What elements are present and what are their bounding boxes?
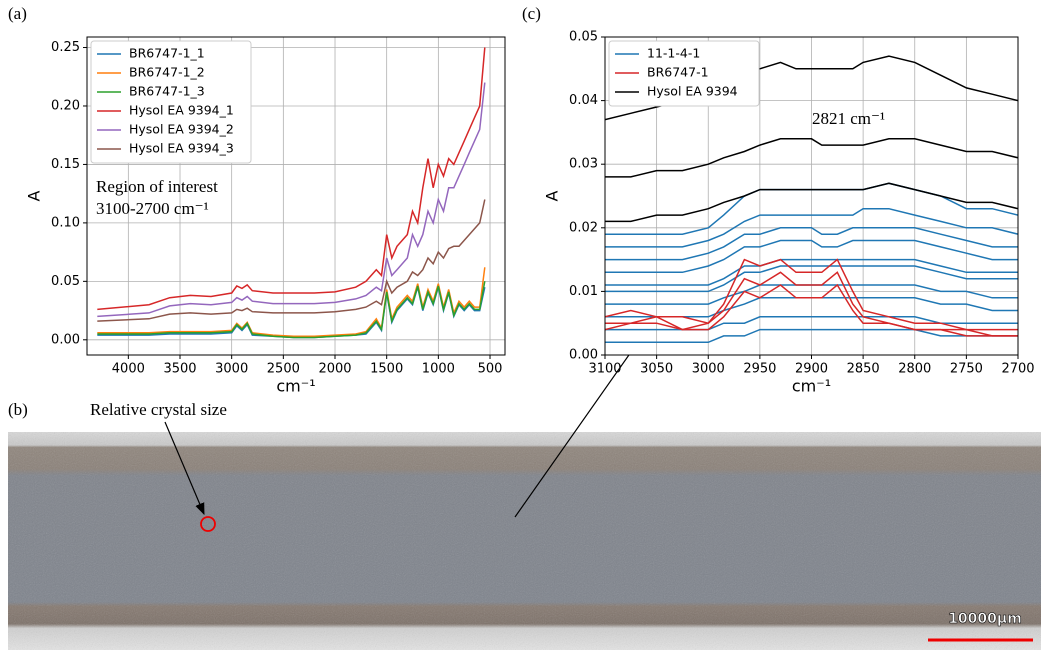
plot-frame <box>604 36 1019 356</box>
legend-label: Hysol EA 9394_1 <box>129 103 234 118</box>
series-group <box>605 55 1018 344</box>
series-line <box>605 258 1018 286</box>
legend-label: Hysol EA 9394_3 <box>129 141 234 156</box>
series-line <box>97 82 486 318</box>
series-line <box>605 227 1018 261</box>
annotation: Region of interest <box>96 177 218 196</box>
series-line <box>605 138 1018 178</box>
x-tick-label: 1500 <box>370 362 403 377</box>
x-tick-label: 2700 <box>1001 362 1034 377</box>
y-tick-label: 0.25 <box>51 40 80 55</box>
series-line <box>605 265 1018 293</box>
y-tick-label: 0.02 <box>569 220 598 235</box>
series-line <box>605 207 1018 248</box>
annotation: 2821 cm⁻¹ <box>812 109 885 128</box>
legend-label: Hysol EA 9394_2 <box>129 122 234 137</box>
legend-box <box>608 40 760 107</box>
scale-bar-label: 10000µm <box>948 611 1022 627</box>
micrograph-texture <box>8 432 1041 650</box>
annotation: Relative crystal size <box>90 400 227 419</box>
legend-label: BR6747-1_1 <box>129 46 205 61</box>
x-tick-label: 2850 <box>847 362 880 377</box>
y-tick-label: 0.10 <box>51 215 80 230</box>
x-tick-label: 2800 <box>898 362 931 377</box>
arrow <box>164 421 205 516</box>
x-tick-label: 3000 <box>215 362 248 377</box>
panel-label: (b) <box>8 400 28 419</box>
crystal-marker <box>200 516 216 532</box>
y-tick-label: 0.05 <box>569 30 598 45</box>
series-line <box>97 47 486 311</box>
series-line <box>605 239 1018 274</box>
legend-label: Hysol EA 9394 <box>647 84 738 99</box>
legend-box <box>90 40 252 164</box>
plot-frame <box>86 36 506 356</box>
series-line <box>97 199 486 322</box>
x-tick-label: 1000 <box>422 362 455 377</box>
x-tick-label: 2000 <box>318 362 351 377</box>
y-tick-label: 0.00 <box>569 348 598 363</box>
annotation: 3100-2700 cm⁻¹ <box>96 199 209 218</box>
y-tick-label: 0.00 <box>51 332 80 347</box>
x-tick-label: 3000 <box>692 362 725 377</box>
x-tick-label: 3100 <box>588 362 621 377</box>
legend-label: BR6747-1_2 <box>129 65 205 80</box>
y-axis-label: A <box>25 190 44 201</box>
legend-label: BR6747-1 <box>647 65 709 80</box>
series-group <box>97 47 486 339</box>
legend-label: 11-1-4-1 <box>647 46 700 61</box>
y-tick-label: 0.04 <box>569 93 598 108</box>
x-axis-label: cm⁻¹ <box>276 377 315 396</box>
x-axis-label: cm⁻¹ <box>792 377 831 396</box>
x-tick-label: 3050 <box>640 362 673 377</box>
y-tick-label: 0.01 <box>569 284 598 299</box>
legend-label: BR6747-1_3 <box>129 84 205 99</box>
series-line <box>605 182 1018 223</box>
y-tick-label: 0.20 <box>51 98 80 113</box>
series-line <box>605 283 1018 337</box>
x-tick-label: 2950 <box>743 362 776 377</box>
y-tick-label: 0.03 <box>569 157 598 172</box>
x-tick-label: 3500 <box>163 362 196 377</box>
series-line <box>605 328 1018 344</box>
x-tick-label: 2900 <box>795 362 828 377</box>
y-tick-label: 0.05 <box>51 274 80 289</box>
x-tick-label: 500 <box>478 362 503 377</box>
x-tick-label: 2750 <box>950 362 983 377</box>
x-tick-label: 2500 <box>267 362 300 377</box>
series-line <box>97 281 486 339</box>
panel-label: (c) <box>522 4 541 23</box>
y-axis-label: A <box>543 190 562 201</box>
series-line <box>605 258 1018 331</box>
x-tick-label: 4000 <box>112 362 145 377</box>
panel-label: (a) <box>8 4 27 23</box>
y-tick-label: 0.15 <box>51 157 80 172</box>
